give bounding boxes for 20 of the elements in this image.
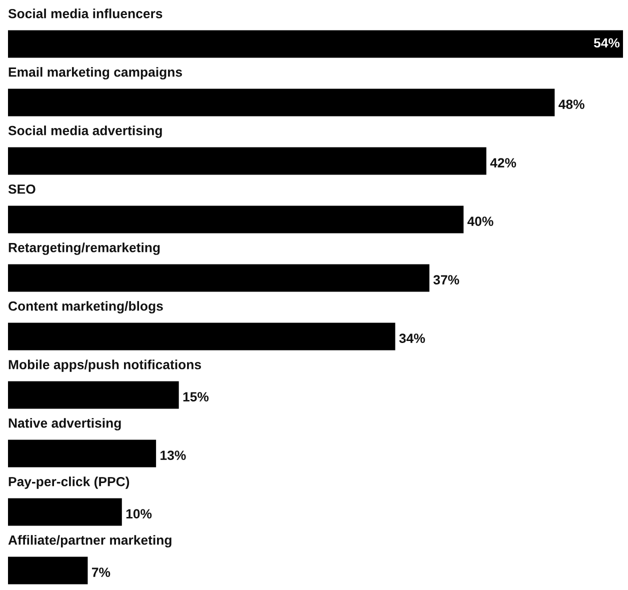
y-tick-label: Social media influencers bbox=[8, 8, 162, 18]
data-label: 15% bbox=[183, 392, 209, 402]
data-label: 13% bbox=[160, 450, 186, 460]
y-tick-label: Affiliate/partner marketing bbox=[8, 535, 172, 548]
y-tick-label: Native advertising bbox=[8, 418, 121, 430]
data-label: 7% bbox=[92, 568, 110, 577]
data-label: 34% bbox=[399, 334, 425, 343]
y-tick-label: Pay-per-click (PPC) bbox=[8, 476, 130, 489]
y-tick-label: Retargeting/remarketing bbox=[8, 242, 160, 255]
data-label: 54% bbox=[594, 38, 620, 48]
data-label: 40% bbox=[467, 216, 494, 226]
y-tick-label: SEO bbox=[8, 184, 36, 194]
y-tick-label: Email marketing campaigns bbox=[8, 67, 182, 80]
data-label: 48% bbox=[558, 100, 584, 109]
y-tick-label: Content marketing/blogs bbox=[8, 301, 163, 314]
y-tick-label: Mobile apps/push notifications bbox=[8, 360, 201, 372]
data-label: 42% bbox=[490, 158, 516, 168]
data-label: 37% bbox=[433, 275, 460, 284]
y-tick-label: Social media advertising bbox=[8, 126, 162, 138]
data-label: 10% bbox=[126, 509, 152, 518]
